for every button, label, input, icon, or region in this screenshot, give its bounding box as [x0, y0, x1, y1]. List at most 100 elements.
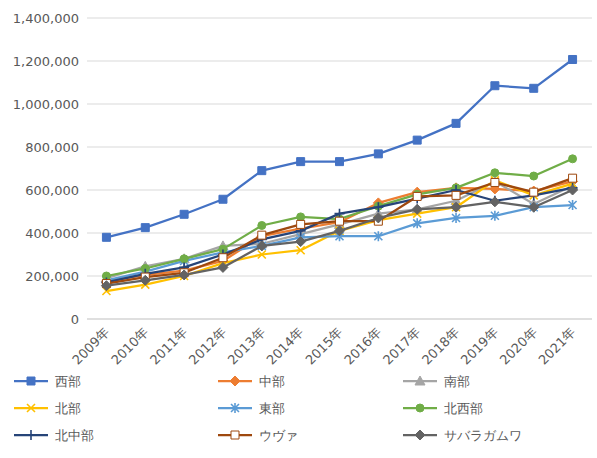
- chart: 0200,000400,000600,000800,0001,000,0001,…: [0, 0, 597, 458]
- legend-label: 北部: [55, 401, 81, 416]
- point: [569, 174, 577, 182]
- point: [258, 241, 266, 251]
- point: [258, 231, 266, 239]
- point: [179, 270, 189, 280]
- y-tick-label: 400,000: [25, 226, 79, 241]
- point: [491, 169, 499, 177]
- point: [101, 281, 111, 291]
- point: [452, 213, 460, 223]
- x-tick-label: 2015年: [302, 325, 345, 368]
- point: [180, 255, 188, 263]
- point: [336, 227, 344, 235]
- legend-marker: [415, 430, 425, 440]
- point: [530, 188, 538, 196]
- x-tick-label: 2016年: [341, 325, 384, 368]
- point: [373, 213, 383, 223]
- point: [452, 119, 460, 127]
- point: [569, 55, 577, 63]
- legend-marker: [27, 377, 35, 385]
- x-tick-label: 2021年: [535, 325, 578, 368]
- x-tick-label: 2012年: [186, 325, 229, 368]
- series-line: [106, 178, 572, 283]
- point: [490, 197, 500, 207]
- series: [101, 176, 577, 282]
- y-tick-label: 200,000: [25, 269, 79, 284]
- grid-line: [87, 61, 592, 62]
- point: [568, 185, 578, 195]
- point: [451, 202, 461, 212]
- grid-line: [87, 319, 592, 320]
- point: [336, 217, 344, 225]
- series: [102, 155, 576, 280]
- series-line: [106, 181, 572, 281]
- point: [336, 158, 344, 166]
- series: [101, 176, 577, 286]
- point: [218, 262, 228, 272]
- legend-label: 東部: [259, 401, 285, 416]
- series-line: [106, 159, 572, 276]
- point: [297, 220, 305, 228]
- x-tick-label: 2019年: [458, 325, 501, 368]
- point: [373, 202, 383, 212]
- point: [569, 200, 577, 210]
- grid-line: [87, 147, 592, 148]
- point: [257, 241, 267, 251]
- point: [102, 233, 110, 241]
- point: [297, 213, 305, 221]
- point: [180, 210, 188, 218]
- point: [296, 237, 306, 247]
- point: [529, 202, 539, 212]
- x-tick-label: 2009年: [69, 325, 112, 368]
- point: [258, 251, 266, 259]
- y-tick-label: 1,200,000: [13, 54, 79, 69]
- plot-area: [101, 55, 577, 295]
- point: [491, 82, 499, 90]
- series: [101, 185, 577, 291]
- series: [102, 200, 576, 285]
- point: [491, 178, 499, 186]
- x-tick-label: 2013年: [225, 325, 268, 368]
- point: [258, 167, 266, 175]
- point: [452, 203, 460, 211]
- point: [413, 136, 421, 144]
- grid-line: [87, 104, 592, 105]
- y-tick-label: 1,000,000: [13, 97, 79, 112]
- x-axis: 2009年2010年2011年2012年2013年2014年2015年2016年…: [69, 325, 578, 368]
- point: [530, 84, 538, 92]
- x-tick-label: 2018年: [419, 325, 462, 368]
- legend-marker: [416, 404, 424, 412]
- legend-label: 西部: [55, 374, 81, 389]
- x-tick-label: 2011年: [147, 325, 190, 368]
- x-tick-label: 2017年: [380, 325, 423, 368]
- point: [258, 221, 266, 229]
- point: [140, 275, 150, 285]
- point: [335, 226, 345, 236]
- legend-label: 南部: [444, 374, 470, 389]
- legend-marker: [231, 403, 239, 413]
- point: [141, 224, 149, 232]
- point: [412, 204, 422, 214]
- legend-label: 北中部: [55, 428, 94, 443]
- point: [413, 218, 421, 228]
- legend-marker: [26, 430, 36, 440]
- series-line: [106, 59, 572, 237]
- point: [491, 211, 499, 221]
- grid: 0200,000400,000600,000800,0001,000,0001,…: [13, 11, 592, 327]
- series: [102, 176, 576, 295]
- y-tick-label: 1,400,000: [13, 11, 79, 26]
- x-tick-label: 2010年: [108, 325, 151, 368]
- point: [374, 150, 382, 158]
- point: [179, 254, 189, 263]
- point: [452, 191, 460, 199]
- point: [219, 254, 227, 262]
- legend-label: 北西部: [444, 401, 483, 416]
- y-tick-label: 800,000: [25, 140, 79, 155]
- legend-label: サバラガムワ: [444, 428, 522, 443]
- x-tick-label: 2020年: [497, 325, 540, 368]
- y-tick-label: 600,000: [25, 183, 79, 198]
- legend: 西部中部南部北部東部北西部北中部ウヴァサバラガムワ: [14, 374, 522, 443]
- grid-line: [87, 18, 592, 19]
- legend-marker: [27, 404, 35, 412]
- point: [413, 192, 421, 200]
- legend-marker: [231, 431, 239, 439]
